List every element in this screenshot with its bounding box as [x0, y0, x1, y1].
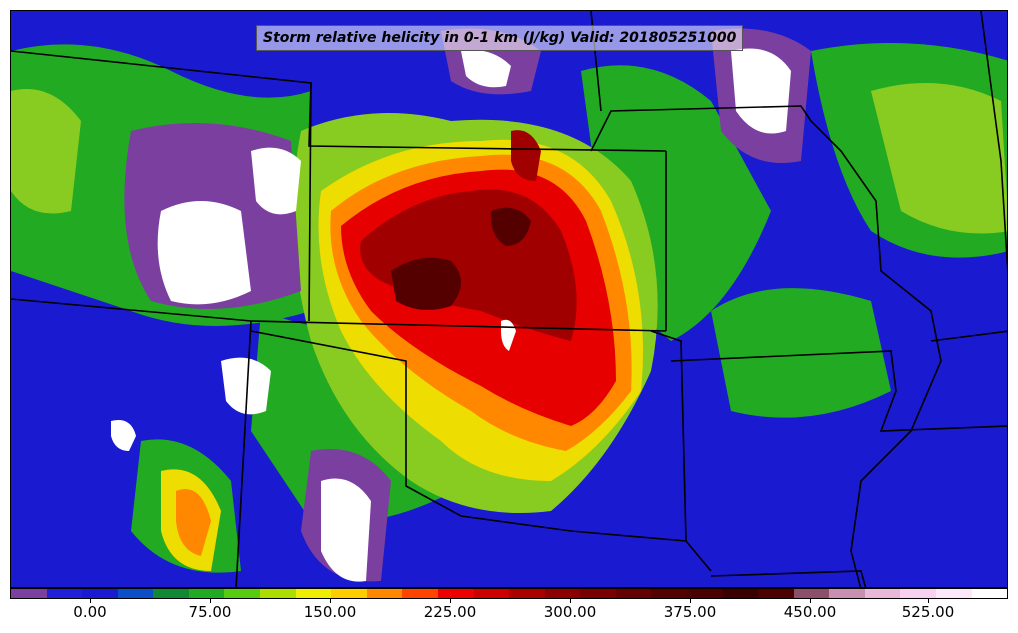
colorbar-segment: [971, 589, 1008, 598]
colorbar-tick-label: 525.00: [901, 603, 955, 621]
colorbar-segment: [224, 589, 261, 598]
colorbar-segment: [722, 589, 759, 598]
colorbar-tick-mark: [928, 599, 929, 603]
colorbar-segment: [936, 589, 972, 598]
colorbar-tick-label: 150.00: [303, 603, 357, 621]
map-title: Storm relative helicity in 0-1 km (J/kg)…: [256, 25, 744, 51]
colorbar-segment: [188, 589, 225, 598]
colorbar-segment: [509, 589, 545, 598]
colorbar-segment: [117, 589, 154, 598]
helicity-map: [11, 11, 1007, 587]
colorbar-segment: [544, 589, 581, 598]
map-panel: Storm relative helicity in 0-1 km (J/kg)…: [10, 10, 1008, 588]
colorbar-tick-mark: [690, 599, 691, 603]
colorbar-segment: [473, 589, 510, 598]
colorbar-segment: [758, 589, 794, 598]
field-darkest: [391, 207, 531, 310]
colorbar-segment: [402, 589, 438, 598]
colorbar-segment: [153, 589, 189, 598]
colorbar-segment: [580, 589, 616, 598]
colorbar-segment: [46, 589, 83, 598]
colorbar-segment: [900, 589, 937, 598]
colorbar-tick-label: 225.00: [423, 603, 477, 621]
colorbar-tick-mark: [90, 599, 91, 603]
colorbar-tick-label: 75.00: [188, 603, 232, 621]
colorbar-segment: [615, 589, 652, 598]
colorbar-tick-label: 300.00: [543, 603, 597, 621]
colorbar-segment: [651, 589, 687, 598]
colorbar-segment: [686, 589, 723, 598]
colorbar-segment: [295, 589, 332, 598]
colorbar-segment: [331, 589, 367, 598]
colorbar-segment: [829, 589, 865, 598]
colorbar-segment: [864, 589, 901, 598]
colorbar-segment: [260, 589, 296, 598]
colorbar-segment: [793, 589, 830, 598]
colorbar-tick-mark: [450, 599, 451, 603]
colorbar-tick-mark: [330, 599, 331, 603]
colorbar-segment: [437, 589, 474, 598]
colorbar-segment: [366, 589, 403, 598]
state-boundaries: [11, 11, 1007, 587]
colorbar: [10, 588, 1008, 599]
field-white: [111, 48, 791, 582]
colorbar-segment: [82, 589, 118, 598]
colorbar-tick-mark: [810, 599, 811, 603]
colorbar-tick-label: 450.00: [783, 603, 837, 621]
colorbar-tick-mark: [570, 599, 571, 603]
colorbar-tick-label: 0.00: [73, 603, 107, 621]
colorbar-tick-mark: [210, 599, 211, 603]
colorbar-segment: [11, 589, 47, 598]
colorbar-tick-label: 375.00: [663, 603, 717, 621]
colorbar-ticks: 0.00 75.00 150.00 225.00 300.00 375.00 450.00 5…: [10, 599, 1008, 629]
